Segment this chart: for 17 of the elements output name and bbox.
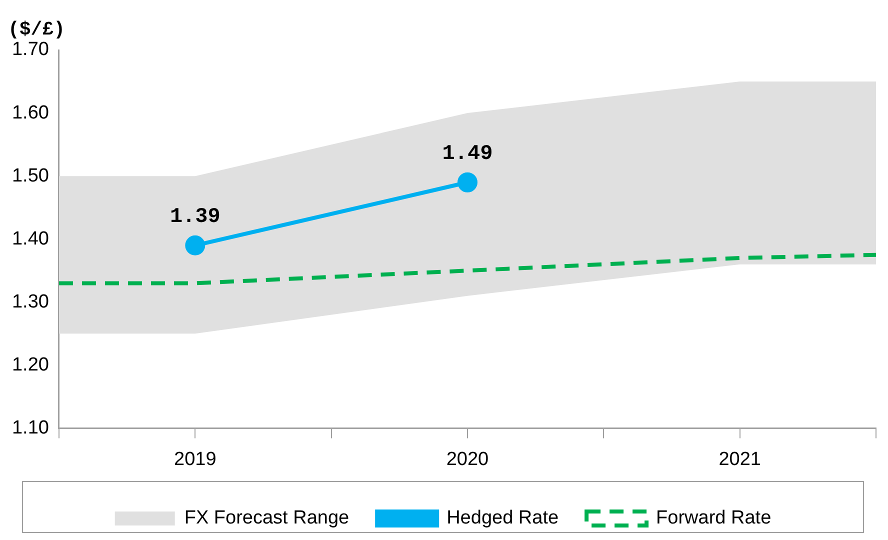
y-tick-label: 1.30 bbox=[12, 291, 49, 312]
y-tick-label: 1.50 bbox=[12, 165, 49, 186]
legend-label: Hedged Rate bbox=[446, 508, 559, 529]
x-tick-label: 2020 bbox=[446, 448, 489, 470]
y-tick-label: 1.70 bbox=[12, 39, 49, 60]
legend-label: Forward Rate bbox=[656, 508, 772, 529]
y-tick-label: 1.40 bbox=[12, 228, 49, 250]
x-tick-label: 2019 bbox=[174, 448, 216, 470]
data-label: 1.49 bbox=[442, 143, 493, 166]
line-series bbox=[58, 252, 876, 286]
data-label: 1.39 bbox=[170, 206, 220, 230]
legend-label: FX Forecast Range bbox=[184, 508, 350, 529]
y-tick-label: 1.60 bbox=[12, 102, 49, 124]
x-tick-label: 2021 bbox=[718, 448, 761, 470]
y-axis-title: ($/£) bbox=[8, 18, 66, 40]
y-tick-label: 1.20 bbox=[12, 354, 49, 376]
y-tick-label: 1.10 bbox=[12, 417, 49, 438]
